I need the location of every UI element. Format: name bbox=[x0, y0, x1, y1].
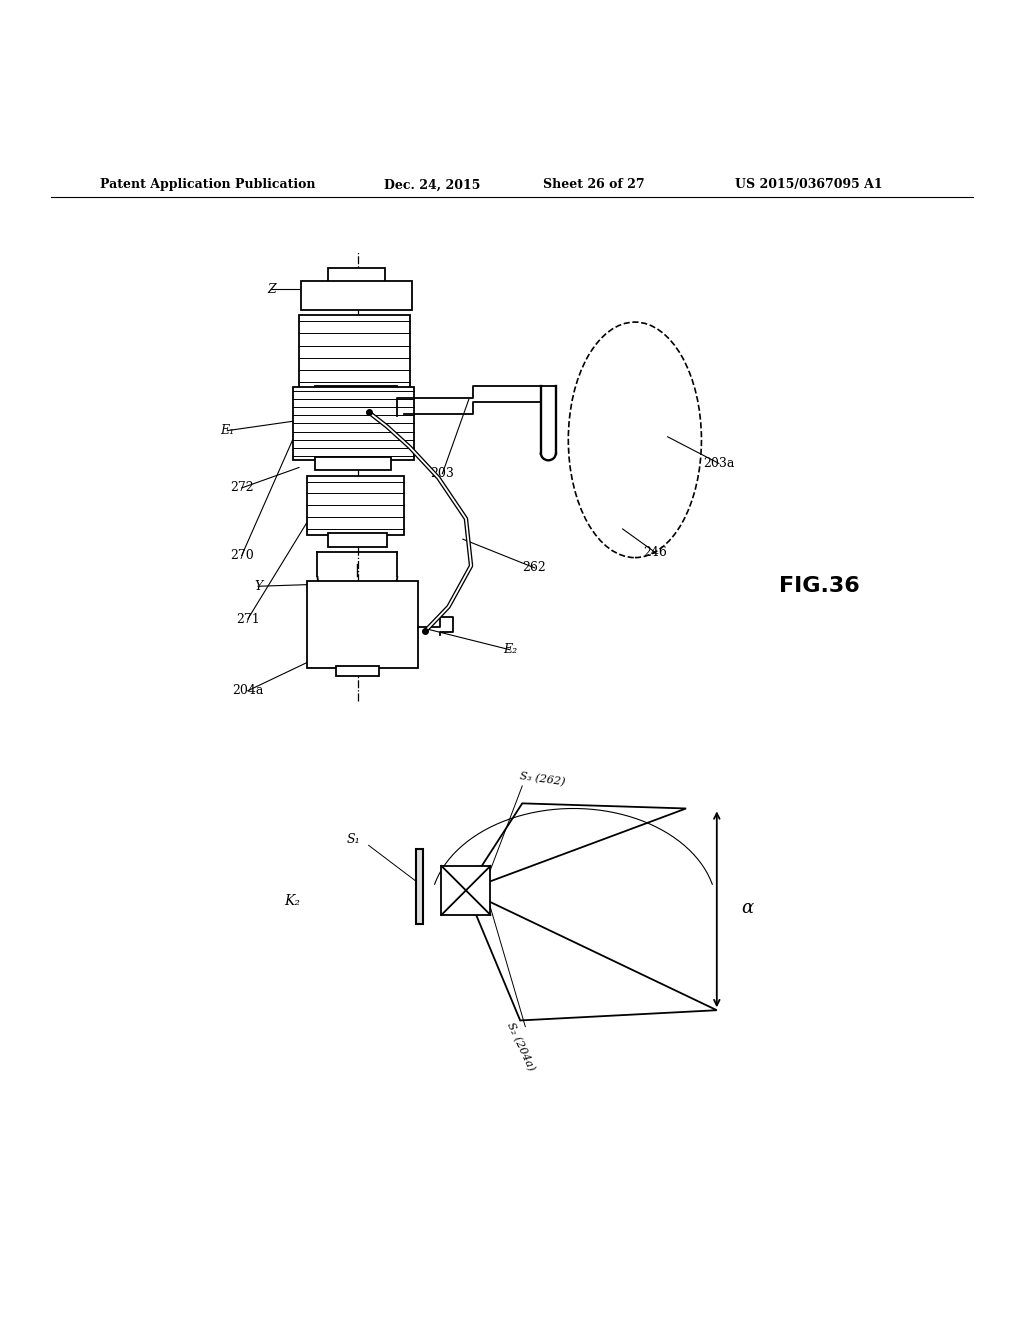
Text: 203: 203 bbox=[430, 467, 455, 480]
Bar bbox=[307, 581, 418, 668]
Bar bbox=[301, 281, 412, 310]
Text: 203a: 203a bbox=[703, 457, 734, 470]
Bar bbox=[315, 385, 397, 396]
Text: K₂: K₂ bbox=[284, 894, 300, 908]
Text: Sheet 26 of 27: Sheet 26 of 27 bbox=[543, 178, 644, 191]
Bar bbox=[416, 850, 424, 924]
Text: S₁: S₁ bbox=[346, 833, 360, 846]
Bar bbox=[315, 457, 391, 470]
Text: Z: Z bbox=[267, 282, 275, 296]
Bar bbox=[307, 475, 404, 535]
Bar bbox=[328, 533, 387, 548]
Text: 270: 270 bbox=[229, 549, 254, 562]
Bar bbox=[336, 667, 379, 676]
Text: E₁: E₁ bbox=[220, 424, 234, 437]
Text: S₃ (262): S₃ (262) bbox=[519, 771, 566, 788]
Bar bbox=[328, 268, 385, 284]
Text: E₂: E₂ bbox=[503, 643, 517, 656]
Text: US 2015/0367095 A1: US 2015/0367095 A1 bbox=[735, 178, 883, 191]
Text: Y: Y bbox=[254, 579, 262, 593]
Text: α: α bbox=[741, 899, 754, 917]
Text: 262: 262 bbox=[522, 561, 547, 574]
Bar bbox=[441, 866, 490, 915]
Text: FIG.36: FIG.36 bbox=[779, 577, 859, 597]
Bar bbox=[299, 315, 410, 388]
Text: 272: 272 bbox=[229, 482, 254, 495]
Text: 271: 271 bbox=[236, 612, 260, 626]
Text: 204a: 204a bbox=[232, 684, 263, 697]
Text: S₂ (204a): S₂ (204a) bbox=[505, 1022, 536, 1073]
Text: Dec. 24, 2015: Dec. 24, 2015 bbox=[384, 178, 480, 191]
Bar bbox=[293, 387, 414, 461]
Text: 246: 246 bbox=[643, 546, 668, 558]
Text: Patent Application Publication: Patent Application Publication bbox=[100, 178, 315, 191]
